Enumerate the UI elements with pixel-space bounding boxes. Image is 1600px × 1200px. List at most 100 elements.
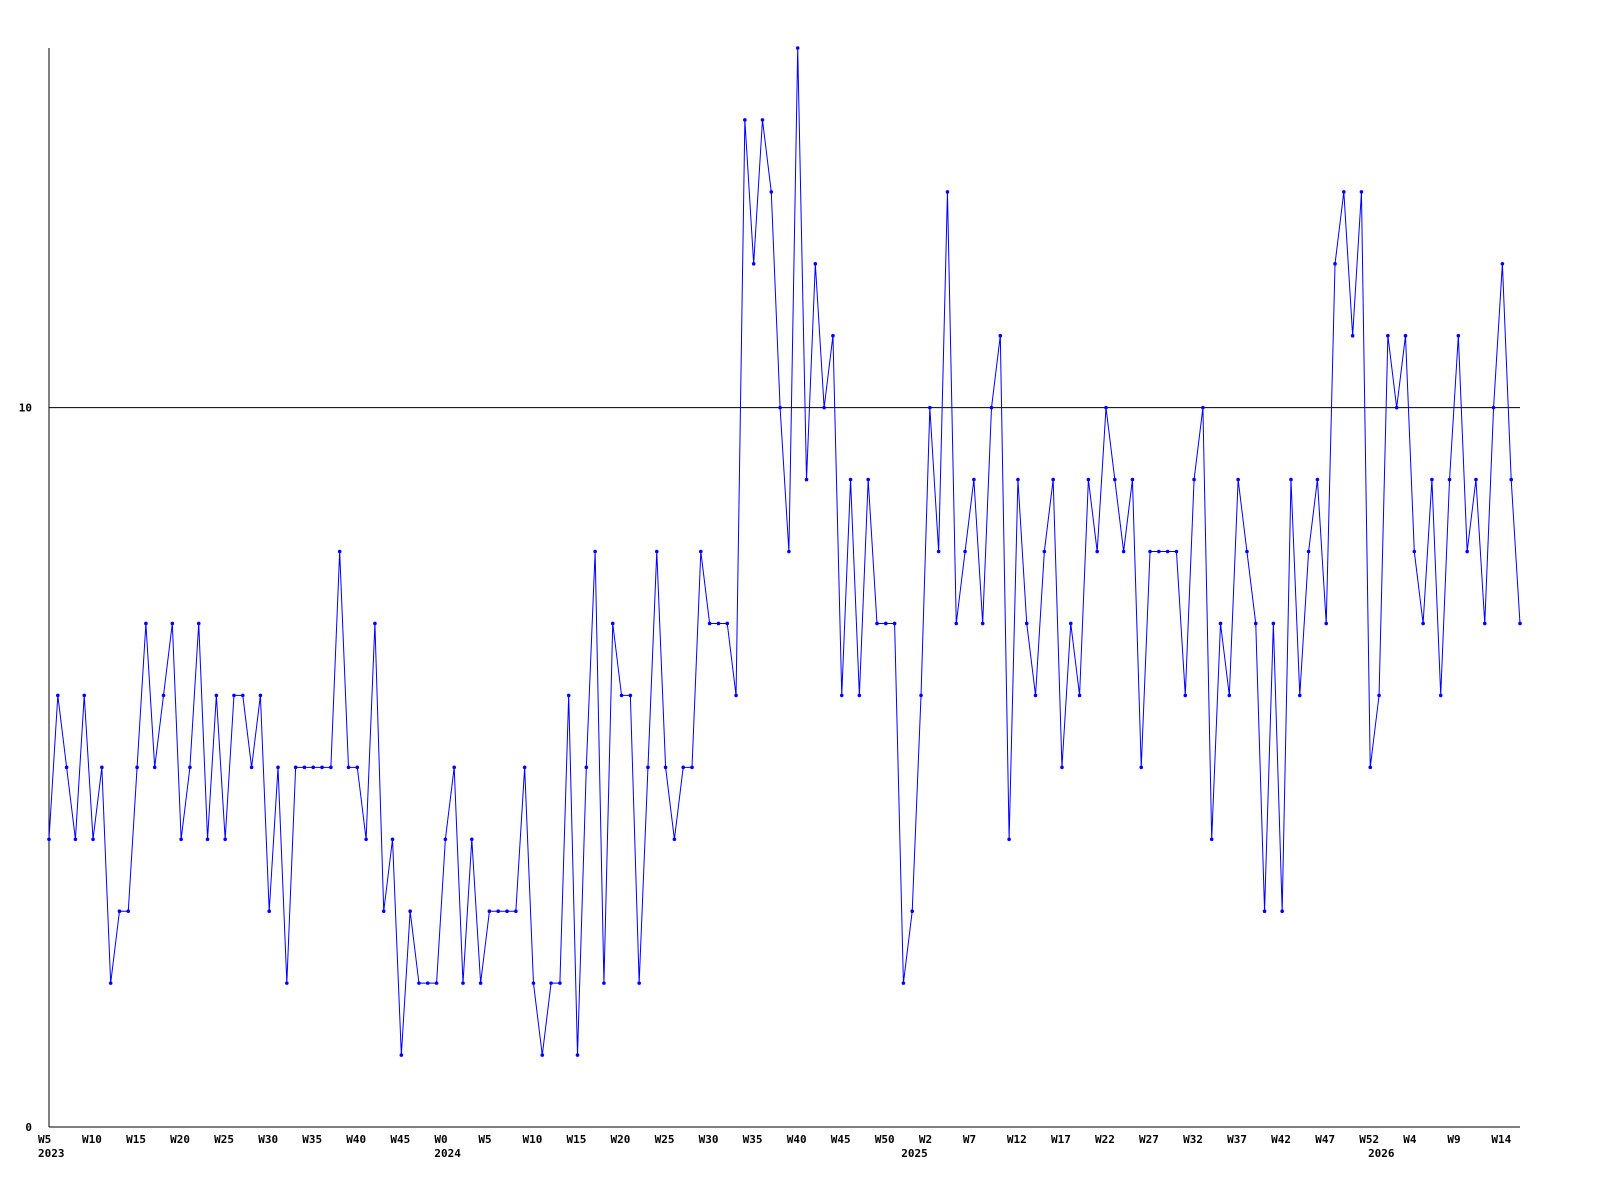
- data-point: [205, 837, 210, 842]
- data-point: [417, 981, 421, 985]
- data-point: [1262, 909, 1267, 913]
- data-point: [390, 837, 395, 842]
- data-point: [381, 909, 386, 913]
- data-point: [188, 765, 192, 770]
- x-tick-label: W40: [787, 1133, 807, 1146]
- x-tick-label: W47: [1315, 1133, 1335, 1146]
- data-point: [232, 693, 236, 698]
- data-point: [461, 981, 465, 985]
- data-point: [1438, 693, 1443, 698]
- data-point: [1016, 477, 1020, 482]
- y-tick-label: 10: [19, 402, 32, 415]
- x-tick-label: W2: [919, 1133, 932, 1146]
- data-point: [998, 333, 1003, 338]
- data-point: [276, 765, 280, 770]
- data-point: [425, 981, 430, 985]
- x-tick-label: W20: [170, 1133, 190, 1146]
- x-tick-label: W17: [1051, 1133, 1071, 1146]
- series-line: [48, 47, 1521, 1056]
- data-point: [663, 765, 668, 770]
- x-tick-label: W20: [611, 1133, 631, 1146]
- data-point: [751, 262, 756, 266]
- data-point: [514, 909, 518, 913]
- data-point: [1068, 621, 1073, 626]
- x-tick-label: W14: [1491, 1133, 1511, 1146]
- data-point: [223, 837, 227, 842]
- data-point: [725, 621, 730, 626]
- data-point: [839, 693, 844, 698]
- data-point: [1474, 477, 1478, 482]
- data-point: [1491, 405, 1496, 410]
- data-point: [1403, 333, 1408, 338]
- data-point: [1500, 262, 1505, 266]
- data-point: [267, 909, 272, 913]
- data-point: [769, 190, 774, 194]
- data-point: [831, 333, 835, 338]
- data-point: [1368, 765, 1373, 770]
- data-point: [822, 405, 826, 410]
- data-point: [214, 693, 219, 698]
- y-tick-label: 0: [25, 1121, 32, 1134]
- x-tick-label: W12: [1007, 1133, 1027, 1146]
- data-point: [1447, 477, 1452, 482]
- data-point: [699, 549, 703, 554]
- data-point: [1324, 621, 1329, 626]
- data-point: [56, 693, 60, 698]
- x-tick-label: W30: [258, 1133, 278, 1146]
- data-point: [787, 549, 791, 554]
- x-tick-label: W25: [655, 1133, 675, 1146]
- data-point: [1253, 621, 1258, 626]
- x-tick-label: W4: [1403, 1133, 1417, 1146]
- x-tick-label: W27: [1139, 1133, 1159, 1146]
- data-point: [593, 549, 597, 554]
- data-point: [1183, 693, 1188, 698]
- x-year-label: 2024: [434, 1147, 461, 1160]
- data-point: [602, 981, 606, 985]
- data-point: [443, 837, 448, 842]
- data-point: [346, 765, 351, 770]
- data-point: [522, 765, 527, 770]
- x-tick-label: W5: [38, 1133, 51, 1146]
- data-point: [73, 837, 78, 842]
- data-point: [161, 693, 166, 698]
- data-point: [1430, 477, 1434, 482]
- data-point: [1033, 693, 1038, 698]
- data-point: [355, 765, 360, 770]
- data-point: [1359, 190, 1364, 194]
- data-point: [1509, 477, 1513, 482]
- data-point: [1113, 477, 1117, 482]
- data-point: [954, 621, 959, 626]
- x-tick-label: W10: [522, 1133, 542, 1146]
- data-point: [496, 909, 501, 913]
- data-point: [1350, 333, 1355, 338]
- data-point: [883, 621, 888, 626]
- data-point: [1121, 549, 1126, 554]
- data-point: [364, 837, 368, 842]
- data-point: [584, 765, 589, 770]
- data-point: [1024, 621, 1029, 626]
- data-point: [1077, 693, 1082, 698]
- data-point: [910, 909, 915, 913]
- data-point: [1342, 190, 1346, 194]
- data-point: [452, 765, 456, 770]
- data-point: [1236, 477, 1240, 482]
- data-point: [135, 765, 139, 770]
- data-point: [1007, 837, 1011, 842]
- data-point: [1482, 621, 1487, 626]
- data-point: [936, 549, 941, 554]
- data-point: [760, 118, 765, 122]
- data-point: [866, 477, 870, 482]
- data-point: [470, 837, 474, 842]
- data-point: [249, 765, 254, 770]
- data-point: [1386, 333, 1390, 338]
- data-point: [1060, 765, 1064, 770]
- data-point: [531, 981, 536, 985]
- data-point: [1139, 765, 1144, 770]
- data-point: [1165, 549, 1170, 554]
- data-point: [778, 405, 782, 410]
- data-point: [1456, 333, 1461, 338]
- data-point: [82, 693, 87, 698]
- x-tick-label: W37: [1227, 1133, 1247, 1146]
